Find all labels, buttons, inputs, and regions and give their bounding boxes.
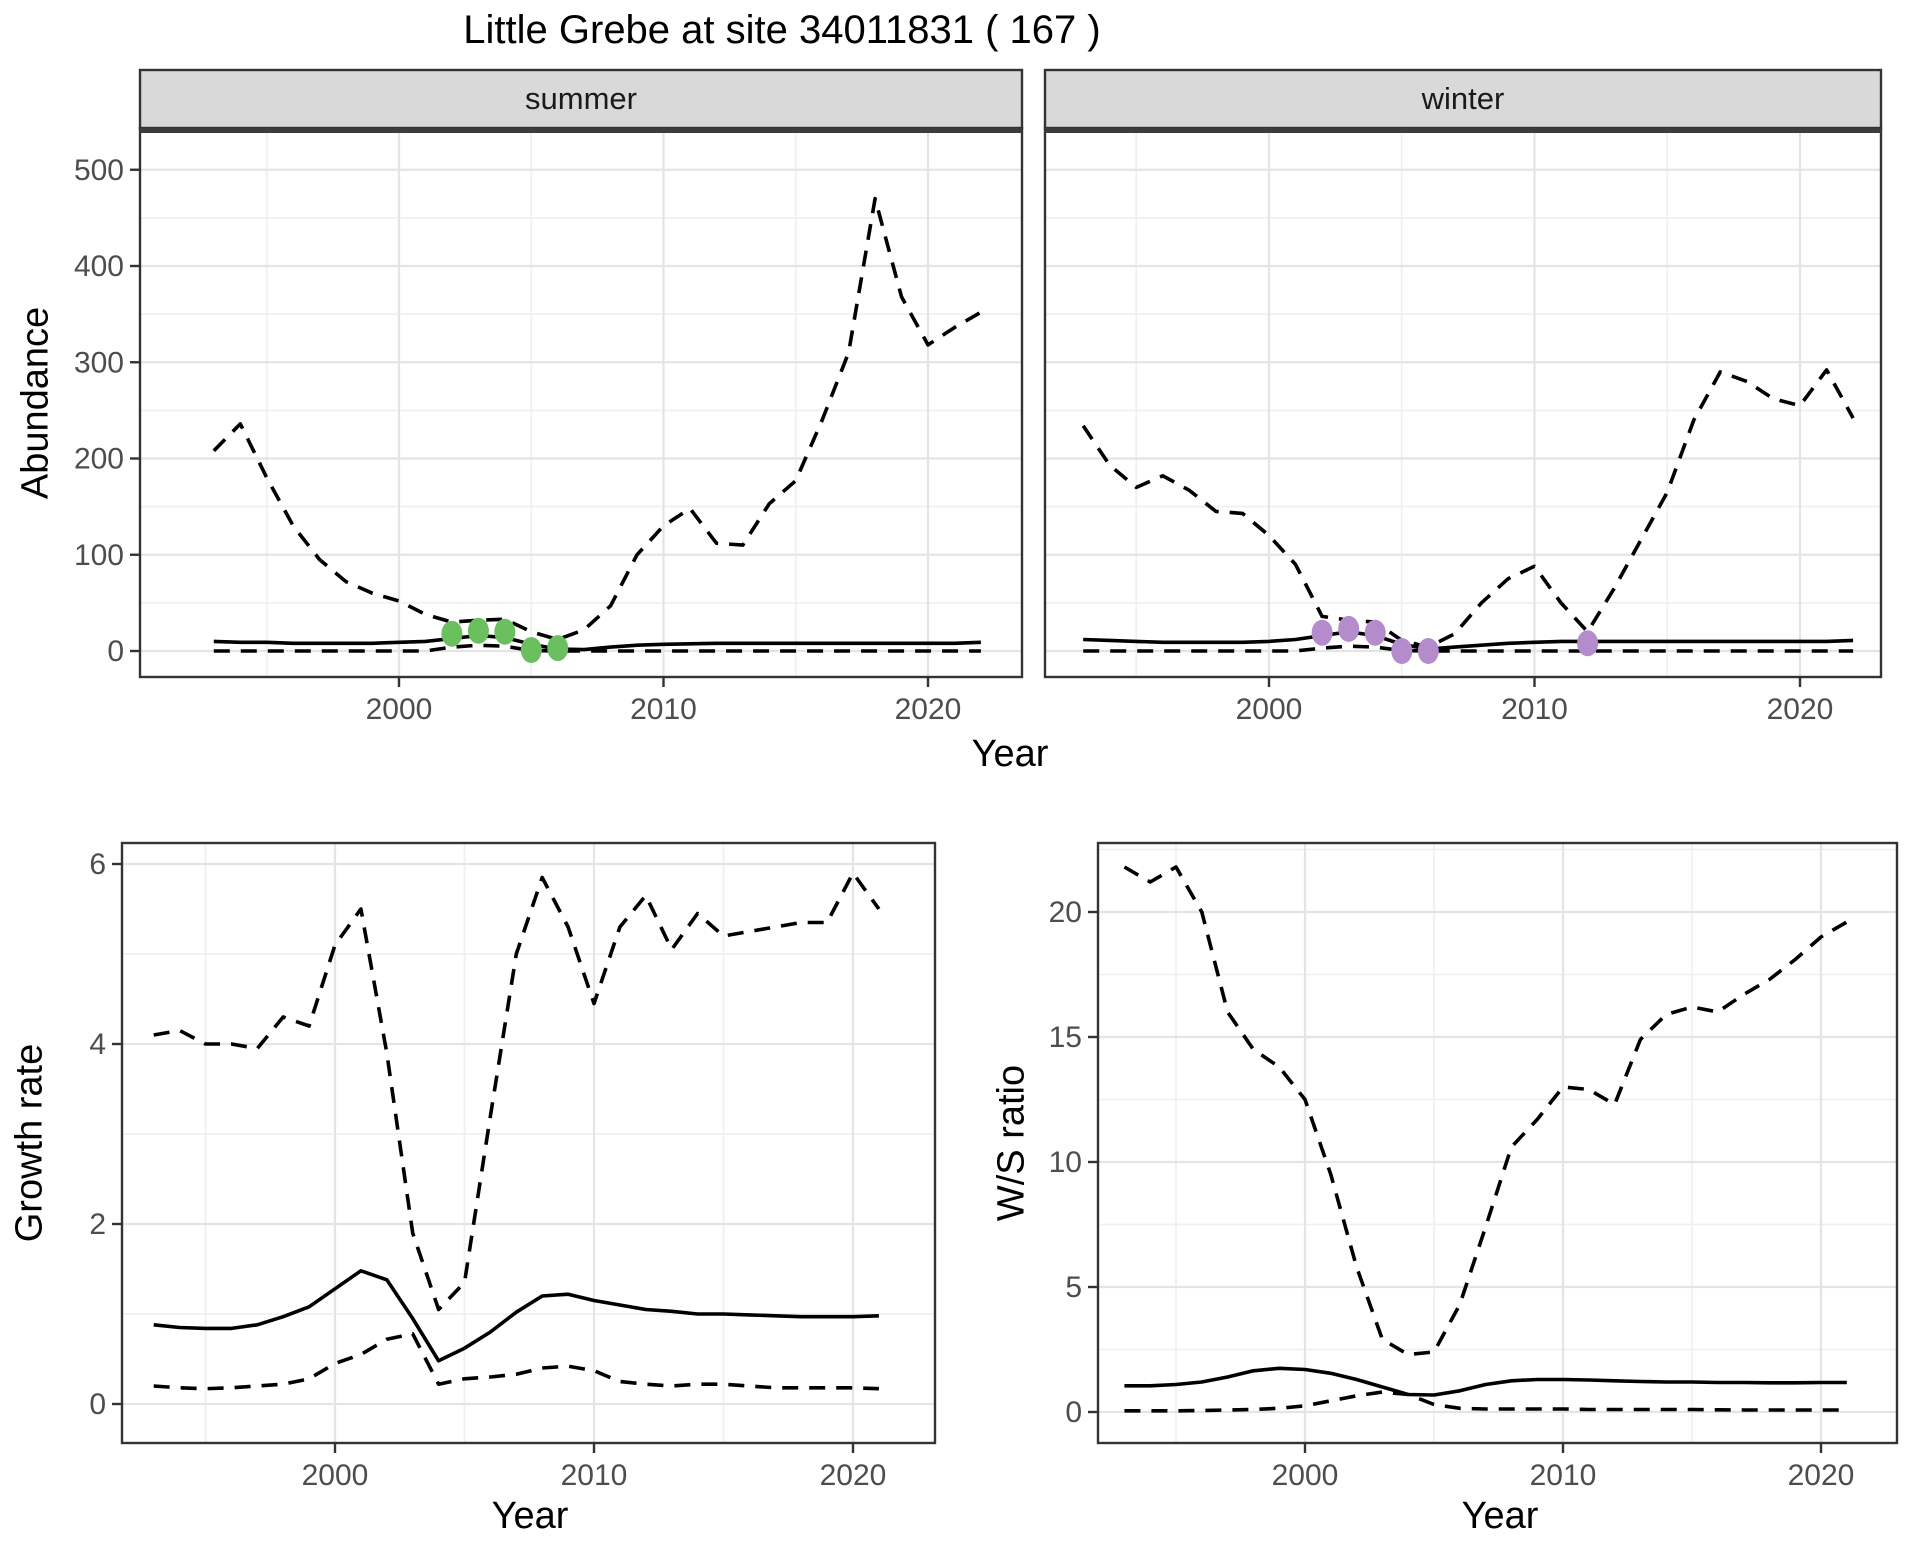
x-tick-label: 2010 [630, 693, 697, 726]
chart-title: Little Grebe at site 34011831 ( 167 ) [463, 8, 1101, 52]
y-tick-label: 20 [1049, 896, 1082, 929]
x-tick-label: 2010 [1501, 693, 1568, 726]
x-tick-label: 2020 [820, 1459, 887, 1492]
observed-point [547, 635, 569, 662]
y-tick-label: 300 [74, 346, 124, 379]
y-axis-title-ws-ratio: W/S ratio [990, 1064, 1033, 1222]
y-tick-label: 0 [89, 1388, 106, 1421]
observed-point [1311, 619, 1333, 646]
x-tick-label: 2000 [302, 1459, 369, 1492]
lower-ci-line [1124, 1390, 1847, 1413]
facet-strip-summer: summer [525, 81, 637, 116]
y-tick-label: 400 [74, 250, 124, 283]
y-tick-label: 10 [1049, 1146, 1082, 1179]
y-tick-label: 500 [74, 154, 124, 187]
y-tick-label: 15 [1049, 1021, 1082, 1054]
y-tick-label: 0 [107, 635, 124, 668]
facet-strip [1043, 68, 1883, 130]
panel-abundance-summer: 2000 2010 2020 0 100 200 300 400 500 [74, 68, 1024, 726]
x-tick-label: 2000 [1272, 1459, 1339, 1492]
panel-growth-rate: 2000 2010 2020 0 2 4 6 [89, 841, 937, 1492]
x-tick-label: 2020 [895, 693, 962, 726]
x-axis-title-year-bottom-left: Year [491, 1495, 569, 1537]
observed-point [520, 637, 542, 663]
x-tick-label: 2000 [366, 693, 433, 726]
upper-ci-line [1081, 368, 1855, 649]
y-tick-label: 200 [74, 443, 124, 476]
observed-point [1364, 619, 1386, 646]
upper-ci-line [1123, 865, 1848, 1357]
observed-point [467, 617, 489, 644]
median-line [153, 1269, 879, 1363]
lower-ci-line [213, 643, 981, 653]
upper-ci-line [212, 196, 982, 642]
x-tick-label: 2010 [1530, 1459, 1597, 1492]
median-line [1124, 1366, 1847, 1397]
observed-point [1391, 638, 1413, 664]
x-tick-label: 2020 [1788, 1459, 1855, 1492]
y-tick-label: 5 [1065, 1271, 1082, 1304]
observed-point [494, 618, 516, 645]
panel-border [120, 841, 937, 1445]
x-axis-title-year-bottom-right: Year [1461, 1495, 1539, 1537]
observed-point [1417, 638, 1439, 664]
x-tick-label: 2000 [1236, 693, 1303, 726]
y-tick-label: 0 [1065, 1396, 1082, 1429]
y-axis-title-abundance: Abundance [14, 306, 57, 500]
x-axis-title-year-top: Year [971, 733, 1049, 775]
lower-ci-line [1083, 644, 1854, 653]
observed-point [1577, 630, 1599, 657]
facet-strip-winter: winter [1421, 81, 1505, 116]
x-tick-label: 2020 [1767, 693, 1834, 726]
lower-ci-line [153, 1332, 879, 1391]
panel-border [1096, 841, 1899, 1445]
median-line [1083, 629, 1854, 651]
observed-point [1338, 615, 1360, 642]
observed-point [441, 620, 463, 647]
y-tick-label: 2 [89, 1208, 106, 1241]
upper-ci-line [153, 871, 881, 1312]
x-tick-label: 2010 [561, 1459, 628, 1492]
y-axis-title-growth-rate: Growth rate [8, 1043, 51, 1243]
panel-abundance-winter: 2000 2010 2020 [1043, 68, 1883, 726]
panel-ws-ratio: 2000 2010 2020 0 5 10 15 20 [1049, 841, 1899, 1492]
y-tick-label: 4 [89, 1028, 106, 1061]
median-line [213, 633, 981, 652]
y-tick-label: 6 [89, 848, 106, 881]
y-tick-label: 100 [74, 539, 124, 572]
